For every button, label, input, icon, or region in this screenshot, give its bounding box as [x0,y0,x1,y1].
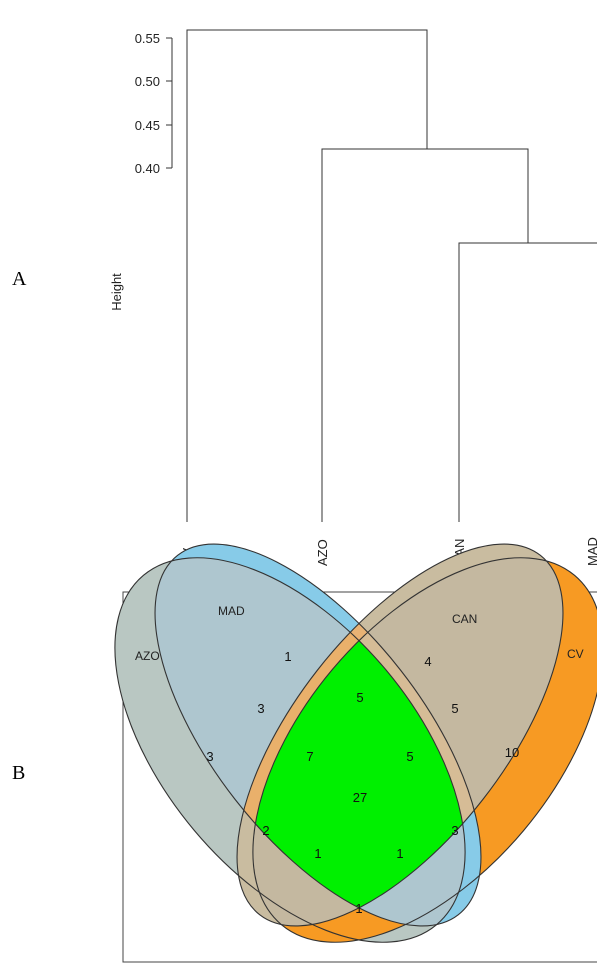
set-label-mad: MAD [218,604,245,618]
count-azo-only: 3 [206,749,213,764]
venn-fills [114,544,597,943]
y-tick-label-050: 0.50 [135,74,160,89]
branch-can-mad [458,242,597,522]
count-azo-cv-left: 1 [314,846,321,861]
count-mad-only: 1 [284,649,291,664]
count-mad-can: 5 [356,690,363,705]
count-cv-only: 10 [505,745,519,760]
set-label-can: CAN [452,612,477,626]
set-label-cv: CV [567,647,584,661]
leaf-label-mad: MAD [585,537,597,566]
count-azo-mad-can: 7 [306,749,313,764]
branch-root [186,29,428,522]
count-azo-mad: 3 [257,701,264,716]
count-all: 27 [353,790,367,805]
venn-frame [122,591,597,963]
panel-label-a: A [12,268,27,290]
count-azo-cv-right: 1 [396,846,403,861]
count-mad-cv: 1 [355,901,362,916]
set-can-outline [236,543,564,927]
leaf-label-azo: AZO [315,539,330,566]
y-tick-label-045: 0.45 [135,118,160,133]
panel-label-b: B [12,762,26,784]
set-cv-outline [252,557,597,943]
count-can-only: 4 [424,654,431,669]
set-label-azo: AZO [135,649,160,663]
count-azo-can-cv: 3 [451,823,458,838]
branch-azo-node [321,148,529,522]
y-axis-title: Height [109,273,124,311]
count-mad-can-cv: 5 [406,749,413,764]
count-azo-mad-cv: 2 [262,823,269,838]
y-tick-label-055: 0.55 [135,31,160,46]
set-mad-outline [154,543,482,927]
count-can-cv: 5 [451,701,458,716]
y-tick-label-040: 0.40 [135,161,160,176]
